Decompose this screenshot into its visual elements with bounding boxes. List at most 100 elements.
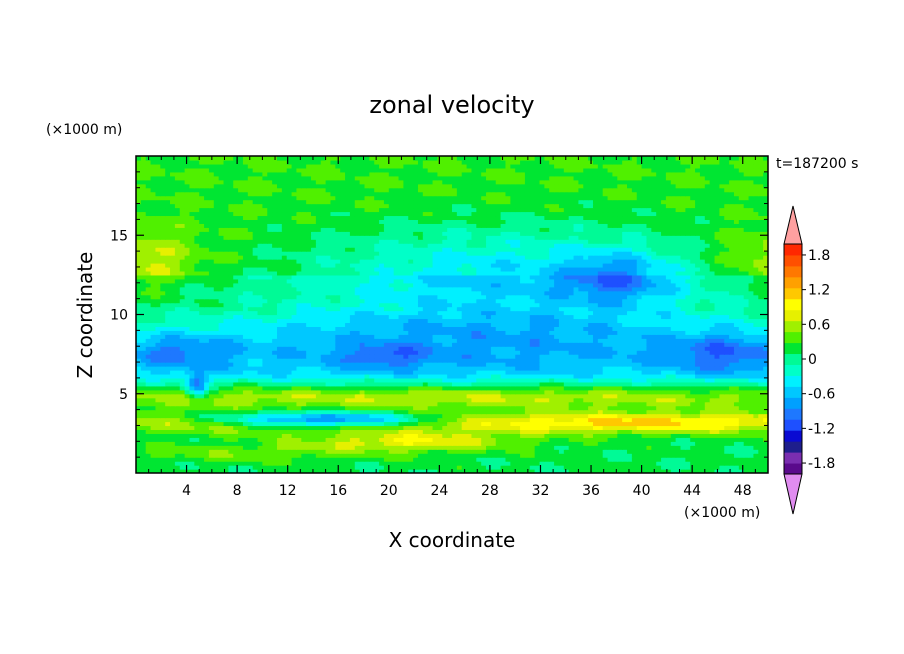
field-cell <box>665 334 672 339</box>
field-cell <box>413 445 419 450</box>
field-cell <box>529 373 536 379</box>
field-cell <box>661 401 667 407</box>
field-cell <box>452 385 458 391</box>
field-cell <box>398 457 404 462</box>
field-cell <box>476 421 482 427</box>
field-cell <box>486 437 492 442</box>
field-cell <box>471 381 477 387</box>
field-cell <box>286 362 293 367</box>
field-cell <box>233 401 239 407</box>
field-cell <box>242 453 249 458</box>
field-cell <box>281 369 288 375</box>
field-cell <box>690 409 696 415</box>
field-cell <box>374 393 380 399</box>
field-cell <box>641 373 648 379</box>
field-cell <box>218 366 225 371</box>
field-cell <box>481 437 487 442</box>
field-cell <box>592 469 599 473</box>
field-cell <box>583 346 589 351</box>
field-cell <box>208 362 215 367</box>
field-cell <box>733 389 740 395</box>
field-cell <box>471 326 477 331</box>
field-cell <box>758 409 764 415</box>
field-cell <box>272 338 278 343</box>
field-cell <box>345 409 351 415</box>
field-cell <box>170 397 176 403</box>
field-cell <box>704 369 711 375</box>
field-cell <box>296 346 302 351</box>
field-cell <box>529 362 536 367</box>
field-cell <box>320 401 327 407</box>
field-cell <box>349 381 356 387</box>
field-cell <box>670 346 677 351</box>
field-cell <box>490 441 497 446</box>
field-cell <box>247 369 254 375</box>
field-cell <box>617 373 623 379</box>
field-cell <box>481 366 487 371</box>
field-cell <box>330 449 336 454</box>
field-cell <box>204 338 210 343</box>
field-cell <box>524 322 531 327</box>
field-cell <box>627 449 633 454</box>
field-cell <box>665 389 672 395</box>
field-cell <box>257 330 263 335</box>
field-cell <box>369 338 375 343</box>
field-cell <box>140 437 147 442</box>
field-cell <box>301 465 307 470</box>
field-cell <box>291 322 298 327</box>
field-cell <box>549 377 555 383</box>
field-cell <box>461 369 468 375</box>
field-cell <box>607 457 614 462</box>
field-cell <box>495 362 502 367</box>
field-cell <box>627 338 633 343</box>
field-cell <box>233 429 239 434</box>
field-cell <box>578 409 584 415</box>
field-cell <box>719 437 725 442</box>
field-cell <box>179 322 186 327</box>
field-cell <box>242 437 249 442</box>
field-cell <box>417 429 424 434</box>
field-cell <box>486 326 492 331</box>
field-cell <box>296 409 302 415</box>
field-cell <box>651 433 657 438</box>
field-cell <box>160 377 166 383</box>
field-cell <box>136 405 142 411</box>
field-cell <box>461 417 468 423</box>
field-cell <box>534 373 541 379</box>
field-cell <box>476 405 482 411</box>
field-cell <box>729 429 735 434</box>
field-cell <box>476 457 482 462</box>
field-cell <box>286 342 293 347</box>
field-cell <box>597 385 604 391</box>
field-cell <box>233 358 239 363</box>
field-cell <box>354 393 361 399</box>
field-cell <box>208 389 215 395</box>
field-cell <box>646 445 652 450</box>
field-cell <box>359 385 366 391</box>
field-cell <box>155 381 161 387</box>
field-cell <box>179 457 186 462</box>
field-cell <box>417 453 424 458</box>
field-cell <box>466 373 473 379</box>
field-cell <box>340 461 346 466</box>
field-cell <box>150 318 157 324</box>
field-cell <box>699 362 706 367</box>
field-cell <box>218 413 225 419</box>
field-cell <box>558 413 565 419</box>
field-cell <box>466 429 473 434</box>
field-cell <box>573 449 579 454</box>
field-cell <box>383 373 390 379</box>
field-cell <box>510 433 516 438</box>
field-cell <box>228 366 234 371</box>
field-cell <box>704 389 711 395</box>
field-cell <box>452 421 458 427</box>
field-cell <box>359 413 366 419</box>
field-cell <box>145 417 152 423</box>
field-cell <box>665 401 672 407</box>
field-cell <box>291 429 298 434</box>
field-cell <box>330 437 336 442</box>
field-cell <box>520 469 526 473</box>
field-cell <box>325 409 332 415</box>
field-cell <box>665 405 672 411</box>
field-cell <box>466 437 473 442</box>
